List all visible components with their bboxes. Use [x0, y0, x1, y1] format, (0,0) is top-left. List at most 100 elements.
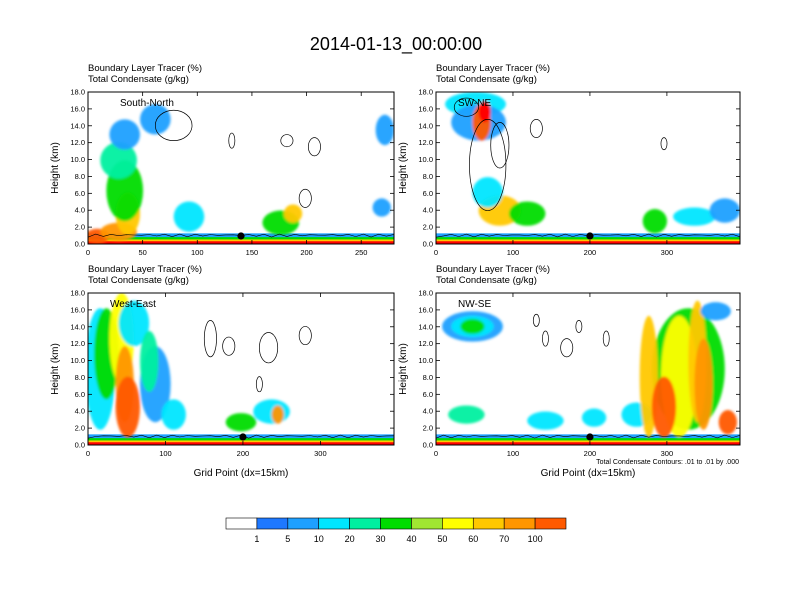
tracer-blob-7: [642, 209, 668, 234]
panel-subtitle-1: Boundary Layer Tracer (%): [88, 63, 202, 74]
tracer-blob-13: [718, 410, 737, 435]
tracer-blob-7: [140, 331, 159, 392]
location-marker: [239, 433, 247, 441]
y-tick-label: 0.0: [423, 240, 433, 249]
y-tick-label: 12.0: [418, 138, 433, 147]
y-tick-label: 18.0: [70, 88, 85, 97]
x-tick-label: 300: [314, 449, 327, 458]
x-tick-label: 150: [246, 248, 259, 257]
x-tick-label: 200: [584, 449, 597, 458]
colorbar-swatch: [503, 517, 536, 530]
y-tick-label: 10.0: [70, 155, 85, 164]
y-tick-label: 2.0: [423, 424, 433, 433]
colorbar-label: 60: [468, 534, 478, 544]
colorbar-label: 20: [345, 534, 355, 544]
y-tick-label: 2.0: [423, 223, 433, 232]
panel-label: SW-NE: [458, 98, 491, 109]
x-tick-label: 100: [191, 248, 204, 257]
y-tick-label: 10.0: [70, 356, 85, 365]
colorbar-swatch: [256, 517, 289, 530]
tracer-blob-7: [173, 201, 205, 232]
surface-band-3: [88, 442, 394, 445]
colorbar-label: 30: [376, 534, 386, 544]
colorbar-label: 1: [254, 534, 259, 544]
y-tick-label: 6.0: [423, 390, 433, 399]
panel-1: 0.0 2.0 4.0 6.0 8.0 10.0 12.0 14.0 16.0 18.0 0 50 10…: [50, 63, 395, 257]
condensate-contour-0: [560, 338, 574, 358]
y-tick-label: 14.0: [418, 322, 433, 331]
x-tick-label: 0: [86, 248, 90, 257]
y-tick-label: 18.0: [418, 88, 433, 97]
y-tick-label: 8.0: [75, 373, 85, 382]
colorbar-swatch: [442, 517, 474, 530]
tracer-blob-3: [448, 405, 485, 424]
y-tick-label: 14.0: [70, 121, 85, 130]
figure-title: 2014-01-13_00:00:00: [310, 34, 482, 55]
x-tick-label: 0: [86, 449, 90, 458]
colorbar: 1 5 10 20 30 40 50 60 70 100: [225, 517, 567, 544]
x-tick-label: 200: [237, 449, 250, 458]
y-tick-label: 10.0: [418, 356, 433, 365]
colorbar-swatch: [411, 517, 443, 530]
x-tick-label: 100: [159, 449, 172, 458]
tracer-blob-8: [673, 207, 716, 226]
y-tick-label: 4.0: [423, 206, 433, 215]
tracer-blob-11: [372, 198, 391, 217]
panel-3: 0.0 2.0 4.0 6.0 8.0 10.0 12.0 14.0 16.0 18.0 0 100 2…: [50, 264, 395, 479]
tracer-blob-6: [508, 201, 546, 226]
condensate-contour-0: [154, 109, 193, 141]
y-tick-label: 12.0: [70, 339, 85, 348]
x-tick-label: 300: [661, 449, 674, 458]
plot-frame: [435, 91, 741, 245]
tracer-blob-4: [100, 142, 137, 179]
tracer-blob-5: [472, 177, 503, 208]
tracer-blob-5: [109, 119, 141, 150]
tracer-blob-6: [140, 104, 171, 135]
tracer-blob-10: [253, 399, 290, 424]
location-marker: [237, 232, 245, 240]
y-tick-label: 0.0: [423, 441, 433, 450]
y-tick-label: 6.0: [75, 189, 85, 198]
x-tick-label: 0: [434, 248, 438, 257]
condensate-contour-4: [453, 97, 479, 117]
surface-band-3: [436, 442, 740, 445]
contour-note: Total Condensate Contours: .01 to .01 by…: [596, 459, 739, 466]
panel-subtitle-2: Total Condensate (g/kg): [436, 275, 537, 286]
y-tick-label: 12.0: [70, 138, 85, 147]
tracer-field: [436, 92, 740, 244]
colorbar-swatch: [534, 517, 567, 530]
y-tick-label: 6.0: [75, 390, 85, 399]
y-tick-label: 16.0: [418, 305, 433, 314]
y-tick-label: 8.0: [423, 172, 433, 181]
panel-subtitle-2: Total Condensate (g/kg): [88, 275, 189, 286]
x-tick-label: 200: [300, 248, 313, 257]
panel-label: West-East: [110, 299, 156, 310]
panel-2: 0.0 2.0 4.0 6.0 8.0 10.0 12.0 14.0 16.0 18.0 0 100 2…: [398, 63, 741, 257]
y-tick-label: 12.0: [418, 339, 433, 348]
colorbar-swatch: [349, 517, 381, 530]
tracer-blob-11: [651, 376, 677, 438]
y-tick-label: 16.0: [70, 104, 85, 113]
y-tick-label: 6.0: [423, 189, 433, 198]
tracer-blob-9: [225, 413, 257, 432]
tracer-field: [88, 104, 394, 244]
y-axis-label: Height (km): [50, 142, 61, 194]
tracer-blob-9: [283, 204, 303, 223]
colorbar-label: 40: [406, 534, 416, 544]
location-marker: [586, 433, 594, 441]
condensate-contour-3: [307, 137, 321, 157]
condensate-contour-1: [228, 132, 236, 149]
tracer-blob-8: [161, 399, 186, 430]
condensate-contour-4: [298, 188, 312, 208]
tracer-blob-2: [460, 318, 485, 335]
tracer-field: [436, 300, 740, 445]
tracer-blob-12: [694, 338, 713, 430]
condensate-contour-1: [532, 313, 540, 327]
panel-subtitle-2: Total Condensate (g/kg): [88, 74, 189, 85]
y-tick-label: 2.0: [75, 223, 85, 232]
tracer-blob-10: [375, 114, 394, 146]
location-marker: [586, 232, 594, 240]
condensate-contour-4: [255, 376, 263, 393]
colorbar-swatch: [380, 517, 412, 530]
